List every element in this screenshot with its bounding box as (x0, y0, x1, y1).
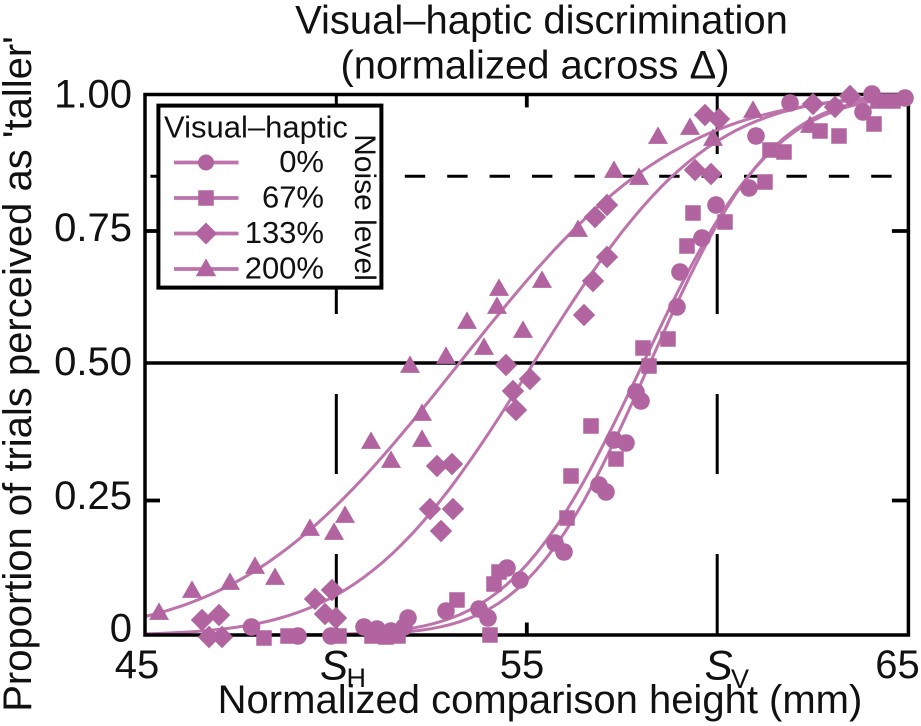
svg-text:S: S (320, 642, 348, 689)
svg-text:200%: 200% (245, 251, 324, 286)
svg-text:0.50: 0.50 (54, 340, 132, 384)
svg-text:V: V (731, 664, 749, 694)
svg-text:0%: 0% (279, 144, 324, 179)
svg-text:0.75: 0.75 (54, 206, 132, 250)
svg-text:Visual–haptic: Visual–haptic (164, 110, 348, 145)
svg-text:H: H (347, 663, 367, 693)
svg-text:(normalized across Δ): (normalized across Δ) (340, 43, 729, 87)
svg-text:55: 55 (500, 643, 545, 687)
svg-text:45: 45 (115, 643, 160, 687)
svg-text:133%: 133% (245, 215, 324, 250)
svg-text:Normalized comparison height (: Normalized comparison height (mm) (218, 678, 863, 722)
svg-text:0: 0 (110, 606, 132, 650)
svg-text:0.25: 0.25 (54, 474, 132, 518)
svg-text:67%: 67% (262, 180, 324, 215)
svg-text:Noise level: Noise level (348, 134, 381, 281)
svg-text:65: 65 (875, 643, 920, 687)
svg-text:1.00: 1.00 (54, 72, 132, 116)
svg-text:S: S (705, 642, 733, 689)
svg-text:Visual–haptic discrimination: Visual–haptic discrimination (295, 0, 788, 43)
svg-text:Proportion of trials perceived: Proportion of trials perceived as 'talle… (0, 36, 40, 712)
